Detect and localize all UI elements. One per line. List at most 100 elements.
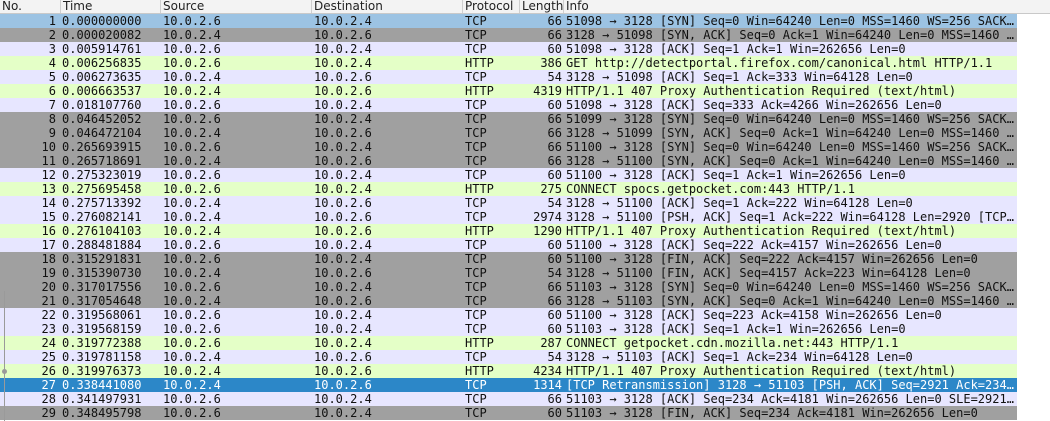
cell-length: 54 xyxy=(547,196,562,210)
cell-no: 26 xyxy=(41,364,56,378)
packet-row[interactable]: 27 0.338441080 10.0.2.4 10.0.2.6 TCP 1314 [TCP… xyxy=(0,378,1050,392)
cell-protocol: TCP xyxy=(465,14,487,28)
column-header-source[interactable]: Source xyxy=(161,0,312,13)
cell-info: 3128 → 51100 [SYN, ACK] Seq=0 Ack=1 Win=… xyxy=(566,154,1014,168)
packet-row[interactable]: 22 0.319568061 10.0.2.6 10.0.2.4 TCP 60 51100 … xyxy=(0,308,1050,322)
cell-no: 29 xyxy=(41,406,56,420)
cell-protocol: HTTP xyxy=(465,364,494,378)
packet-row[interactable]: 5 0.006273635 10.0.2.4 10.0.2.6 TCP 54 3128 → … xyxy=(0,70,1050,84)
cell-source: 10.0.2.4 xyxy=(163,126,221,140)
packet-row[interactable]: 12 0.275323019 10.0.2.6 10.0.2.4 TCP 60 51100 … xyxy=(0,168,1050,182)
row-background xyxy=(0,308,1017,322)
cell-destination: 10.0.2.4 xyxy=(314,336,372,350)
packet-row[interactable]: 21 0.317054648 10.0.2.4 10.0.2.6 TCP 66 3128 →… xyxy=(0,294,1050,308)
packet-row[interactable]: 20 0.317017556 10.0.2.6 10.0.2.4 TCP 66 51103 … xyxy=(0,280,1050,294)
cell-protocol: TCP xyxy=(465,266,487,280)
packet-row[interactable]: 8 0.046452052 10.0.2.6 10.0.2.4 TCP 66 51099 →… xyxy=(0,112,1050,126)
packet-row[interactable]: 6 0.006663537 10.0.2.4 10.0.2.6 HTTP 4319 HTTP… xyxy=(0,84,1050,98)
column-header-no[interactable]: No. xyxy=(0,0,61,13)
cell-destination: 10.0.2.4 xyxy=(314,14,372,28)
packet-row[interactable]: 13 0.275695458 10.0.2.6 10.0.2.4 HTTP 275 CONN… xyxy=(0,182,1050,196)
packet-row[interactable]: 2 0.000020082 10.0.2.4 10.0.2.6 TCP 66 3128 → … xyxy=(0,28,1050,42)
row-background xyxy=(0,364,1017,378)
row-background xyxy=(0,266,1017,280)
packet-row[interactable]: 1 0.000000000 10.0.2.6 10.0.2.4 TCP 66 51098 →… xyxy=(0,14,1050,28)
cell-protocol: TCP xyxy=(465,112,487,126)
cell-no: 1 xyxy=(48,14,56,28)
cell-destination: 10.0.2.6 xyxy=(314,364,372,378)
packet-row[interactable]: 25 0.319781158 10.0.2.4 10.0.2.6 TCP 54 3128 →… xyxy=(0,350,1050,364)
packet-row[interactable]: 4 0.006256835 10.0.2.6 10.0.2.4 HTTP 386 GET h… xyxy=(0,56,1050,70)
column-header-destination[interactable]: Destination xyxy=(312,0,463,13)
cell-time: 0.000000000 xyxy=(62,14,142,28)
cell-destination: 10.0.2.4 xyxy=(314,168,372,182)
packet-row[interactable]: 19 0.315390730 10.0.2.4 10.0.2.6 TCP 54 3128 →… xyxy=(0,266,1050,280)
row-background xyxy=(0,14,1017,28)
cell-time: 0.006663537 xyxy=(62,84,142,98)
cell-no: 25 xyxy=(41,350,56,364)
cell-length: 66 xyxy=(547,154,562,168)
packet-row[interactable]: 9 0.046472104 10.0.2.4 10.0.2.6 TCP 66 3128 → … xyxy=(0,126,1050,140)
cell-no: 3 xyxy=(48,42,56,56)
cell-time: 0.275695458 xyxy=(62,182,142,196)
column-header-time[interactable]: Time xyxy=(61,0,161,13)
row-background xyxy=(0,280,1017,294)
cell-info: HTTP/1.1 407 Proxy Authentication Requir… xyxy=(566,84,957,98)
column-header-length[interactable]: Length xyxy=(522,0,564,13)
cell-protocol: TCP xyxy=(465,280,487,294)
cell-time: 0.319976373 xyxy=(62,364,142,378)
cell-length: 60 xyxy=(547,98,562,112)
row-background xyxy=(0,406,1017,420)
cell-source: 10.0.2.4 xyxy=(163,224,221,238)
cell-length: 1314 xyxy=(533,378,562,392)
cell-source: 10.0.2.6 xyxy=(163,392,221,406)
cell-info: 3128 → 51100 [ACK] Seq=1 Ack=222 Win=641… xyxy=(566,196,913,210)
cell-info: 3128 → 51098 [SYN, ACK] Seq=0 Ack=1 Win=… xyxy=(566,28,1014,42)
row-background xyxy=(0,140,1017,154)
packet-row[interactable]: 10 0.265693915 10.0.2.6 10.0.2.4 TCP 66 51100 … xyxy=(0,140,1050,154)
cell-source: 10.0.2.6 xyxy=(163,252,221,266)
packet-row[interactable]: 18 0.315291831 10.0.2.6 10.0.2.4 TCP 60 51100 … xyxy=(0,252,1050,266)
row-background xyxy=(0,98,1017,112)
column-header-protocol[interactable]: Protocol xyxy=(463,0,520,13)
cell-protocol: TCP xyxy=(465,98,487,112)
cell-info: 51103 → 3128 [ACK] Seq=1 Ack=1 Win=26265… xyxy=(566,322,906,336)
cell-time: 0.006273635 xyxy=(62,70,142,84)
cell-length: 4234 xyxy=(533,364,562,378)
cell-length: 275 xyxy=(540,182,562,196)
packet-row[interactable]: 15 0.276082141 10.0.2.4 10.0.2.6 TCP 2974 3128… xyxy=(0,210,1050,224)
cell-no: 12 xyxy=(41,168,56,182)
cell-info: CONNECT spocs.getpocket.com:443 HTTP/1.1 xyxy=(566,182,855,196)
cell-length: 386 xyxy=(540,56,562,70)
row-background xyxy=(0,126,1017,140)
related-packet-marker-icon xyxy=(2,369,7,374)
cell-destination: 10.0.2.4 xyxy=(314,140,372,154)
cell-protocol: TCP xyxy=(465,378,487,392)
packet-row[interactable]: 7 0.018107760 10.0.2.6 10.0.2.4 TCP 60 51098 →… xyxy=(0,98,1050,112)
cell-protocol: TCP xyxy=(465,42,487,56)
packet-row[interactable]: 29 0.348495798 10.0.2.6 10.0.2.4 TCP 60 51103 … xyxy=(0,406,1050,420)
cell-destination: 10.0.2.4 xyxy=(314,322,372,336)
packet-row[interactable]: 17 0.288481884 10.0.2.6 10.0.2.4 TCP 60 51100 … xyxy=(0,238,1050,252)
row-background xyxy=(0,336,1017,350)
packet-row[interactable]: 23 0.319568159 10.0.2.6 10.0.2.4 TCP 60 51103 … xyxy=(0,322,1050,336)
cell-time: 0.046472104 xyxy=(62,126,142,140)
cell-time: 0.006256835 xyxy=(62,56,142,70)
packet-row[interactable]: 16 0.276104103 10.0.2.4 10.0.2.6 HTTP 1290 HTT… xyxy=(0,224,1050,238)
packet-row[interactable]: 11 0.265718691 10.0.2.4 10.0.2.6 TCP 66 3128 →… xyxy=(0,154,1050,168)
cell-length: 287 xyxy=(540,336,562,350)
packet-row[interactable]: 28 0.341497931 10.0.2.6 10.0.2.4 TCP 66 51103 … xyxy=(0,392,1050,406)
cell-info: 51100 → 3128 [ACK] Seq=222 Ack=4157 Win=… xyxy=(566,238,942,252)
cell-time: 0.265693915 xyxy=(62,140,142,154)
column-header-info[interactable]: Info xyxy=(566,0,589,13)
packet-row[interactable]: 26 0.319976373 10.0.2.4 10.0.2.6 HTTP 4234 HTT… xyxy=(0,364,1050,378)
packet-row[interactable]: 14 0.275713392 10.0.2.4 10.0.2.6 TCP 54 3128 →… xyxy=(0,196,1050,210)
cell-info: 51100 → 3128 [ACK] Seq=1 Ack=1 Win=26265… xyxy=(566,168,906,182)
cell-protocol: TCP xyxy=(465,210,487,224)
packet-row[interactable]: 3 0.005914761 10.0.2.6 10.0.2.4 TCP 60 51098 →… xyxy=(0,42,1050,56)
cell-info: 51098 → 3128 [ACK] Seq=333 Ack=4266 Win=… xyxy=(566,98,942,112)
cell-destination: 10.0.2.6 xyxy=(314,294,372,308)
cell-protocol: TCP xyxy=(465,392,487,406)
packet-row[interactable]: 24 0.319772388 10.0.2.6 10.0.2.4 HTTP 287 CONN… xyxy=(0,336,1050,350)
